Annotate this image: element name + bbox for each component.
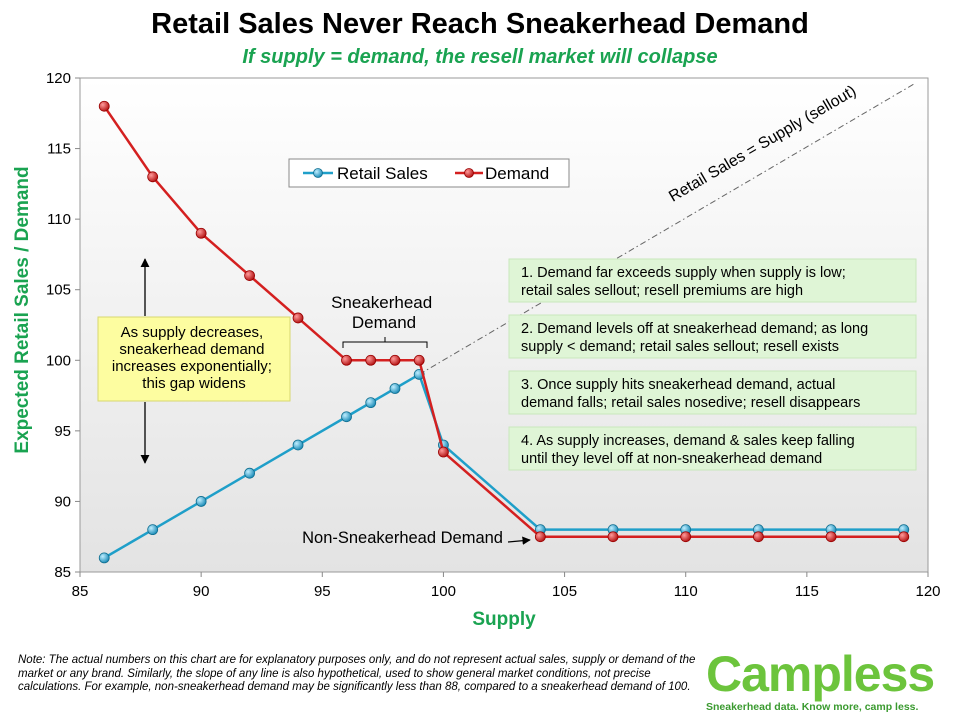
x-tick-label: 105 (552, 583, 577, 600)
legend-item-demand: Demand (485, 164, 549, 183)
retail-sales-point (195, 496, 207, 507)
x-tick-label: 115 (795, 583, 819, 600)
note-box-1 (508, 258, 917, 303)
retail-sales-point (98, 552, 110, 564)
note-3-text: 3. Once supply hits sneakerhead demand, … (521, 377, 860, 411)
retail-sales-point (365, 397, 377, 409)
x-tick-label: 85 (72, 583, 89, 600)
y-tick-label: 95 (54, 423, 71, 440)
y-tick-label: 115 (47, 141, 71, 158)
x-tick-label: 110 (674, 583, 698, 600)
footnote: Note: The actual numbers on this chart a… (18, 654, 696, 693)
legend: Retail Sales Demand (288, 158, 570, 188)
demand-point (195, 227, 207, 239)
demand-point (244, 270, 256, 282)
brand-name: Campless (706, 646, 935, 702)
note-4-text: 4. As supply increases, demand & sales k… (521, 433, 859, 467)
sneakerhead-bracket (342, 337, 428, 348)
chart: 85 90 95 100 105 110 115 120 85 90 95 100 105 110 115… (12, 70, 941, 630)
legend-item-retail-sales: Retail Sales (337, 164, 428, 183)
retail-sales-point (147, 524, 159, 536)
chart-subtitle: If supply = demand, the resell market wi… (242, 46, 718, 68)
demand-point (98, 100, 110, 112)
retail-sales-point (341, 411, 352, 423)
x-tick-label: 100 (431, 583, 456, 600)
demand-point (825, 531, 837, 543)
demand-point (753, 531, 764, 543)
demand-point (292, 312, 304, 324)
note-box-3 (508, 370, 917, 415)
y-tick-label: 90 (54, 493, 71, 510)
demand-point (413, 354, 425, 366)
retail-sales-line (103, 373, 904, 559)
retail-sales-point (292, 439, 304, 451)
y-tick-label: 110 (47, 211, 71, 228)
x-axis-label: Supply (472, 609, 536, 630)
y-tick-label: 105 (46, 282, 71, 299)
chart-title: Retail Sales Never Reach Sneakerhead Dem… (151, 8, 809, 40)
retail-sales-point (244, 467, 256, 479)
y-tick-label: 100 (46, 352, 71, 369)
retail-sales-point (389, 383, 401, 394)
demand-point (438, 446, 449, 458)
non-sneakerhead-demand-label: Non-Sneakerhead Demand (302, 529, 503, 547)
demand-point (534, 531, 546, 543)
note-boxes: 1. Demand far exceeds supply when supply… (508, 258, 917, 471)
sneakerhead-demand-label: Sneakerhead Demand (331, 293, 437, 332)
gap-note-box (97, 316, 291, 402)
y-axis-label: Expected Retail Sales / Demand (12, 166, 33, 453)
demand-point (147, 171, 159, 183)
demand-point (680, 531, 692, 543)
demand-point (341, 354, 352, 366)
gap-note-text: As supply decreases, sneakerhead demand … (112, 324, 276, 392)
sellout-reference-line (418, 83, 915, 375)
demand-point (607, 531, 619, 543)
y-tick-label: 120 (46, 70, 71, 87)
x-tick-label: 95 (314, 583, 331, 600)
y-tick-label: 85 (54, 564, 71, 581)
x-tick-label: 120 (915, 583, 940, 600)
note-1-text: 1. Demand far exceeds supply when supply… (521, 265, 850, 299)
demand-point (365, 354, 377, 366)
demand-point (898, 531, 910, 543)
non-sneakerhead-arrow (507, 536, 531, 545)
brand-logo: Campless Sneakerhead data. Know more, ca… (706, 646, 956, 713)
demand-point (389, 354, 401, 366)
note-box-2 (508, 314, 917, 359)
note-box-4 (508, 426, 917, 471)
note-2-text: 2. Demand levels off at sneakerhead dema… (521, 321, 872, 355)
brand-tagline: Sneakerhead data. Know more, camp less. (706, 701, 919, 713)
x-tick-label: 90 (193, 583, 210, 600)
demand-line (103, 105, 904, 538)
